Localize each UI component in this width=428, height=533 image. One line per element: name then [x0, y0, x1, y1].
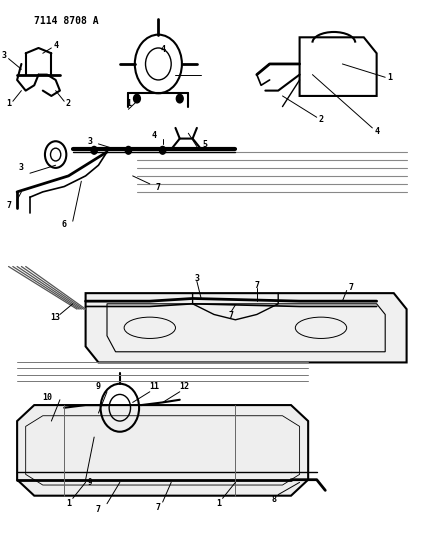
Text: 11: 11 — [149, 382, 159, 391]
Circle shape — [125, 147, 131, 154]
Text: 6: 6 — [62, 221, 67, 229]
Text: 9: 9 — [88, 478, 92, 487]
Text: 7114 8708 A: 7114 8708 A — [34, 16, 99, 26]
Polygon shape — [86, 293, 407, 362]
Text: 4: 4 — [152, 132, 157, 140]
Text: 3: 3 — [194, 274, 199, 283]
Text: 7: 7 — [156, 503, 161, 512]
Text: 10: 10 — [42, 393, 52, 401]
Polygon shape — [300, 37, 377, 96]
Text: 9: 9 — [96, 382, 101, 391]
Text: 1: 1 — [387, 73, 392, 82]
Text: 3: 3 — [87, 137, 92, 146]
Text: 4: 4 — [160, 45, 165, 53]
Text: 1: 1 — [6, 100, 11, 108]
Text: 12: 12 — [179, 382, 189, 391]
Text: 7: 7 — [254, 281, 259, 289]
Text: 7: 7 — [229, 311, 234, 320]
Text: 1: 1 — [216, 499, 221, 508]
Circle shape — [160, 147, 166, 154]
Text: 1: 1 — [126, 99, 131, 108]
Text: 7: 7 — [348, 284, 354, 292]
Text: 7: 7 — [96, 505, 101, 513]
Circle shape — [176, 94, 183, 103]
Text: 4: 4 — [53, 41, 58, 50]
Text: 2: 2 — [318, 116, 324, 124]
Text: 2: 2 — [66, 100, 71, 108]
Polygon shape — [17, 405, 308, 496]
Text: 7: 7 — [156, 183, 161, 192]
Circle shape — [91, 147, 97, 154]
Circle shape — [134, 94, 140, 103]
Text: 4: 4 — [374, 127, 379, 136]
Text: 3: 3 — [19, 164, 24, 172]
Text: 13: 13 — [51, 313, 61, 321]
Text: 8: 8 — [271, 495, 276, 504]
Text: 7: 7 — [6, 201, 11, 209]
Text: 5: 5 — [203, 141, 208, 149]
Text: 3: 3 — [2, 52, 7, 60]
Text: 1: 1 — [66, 499, 71, 508]
